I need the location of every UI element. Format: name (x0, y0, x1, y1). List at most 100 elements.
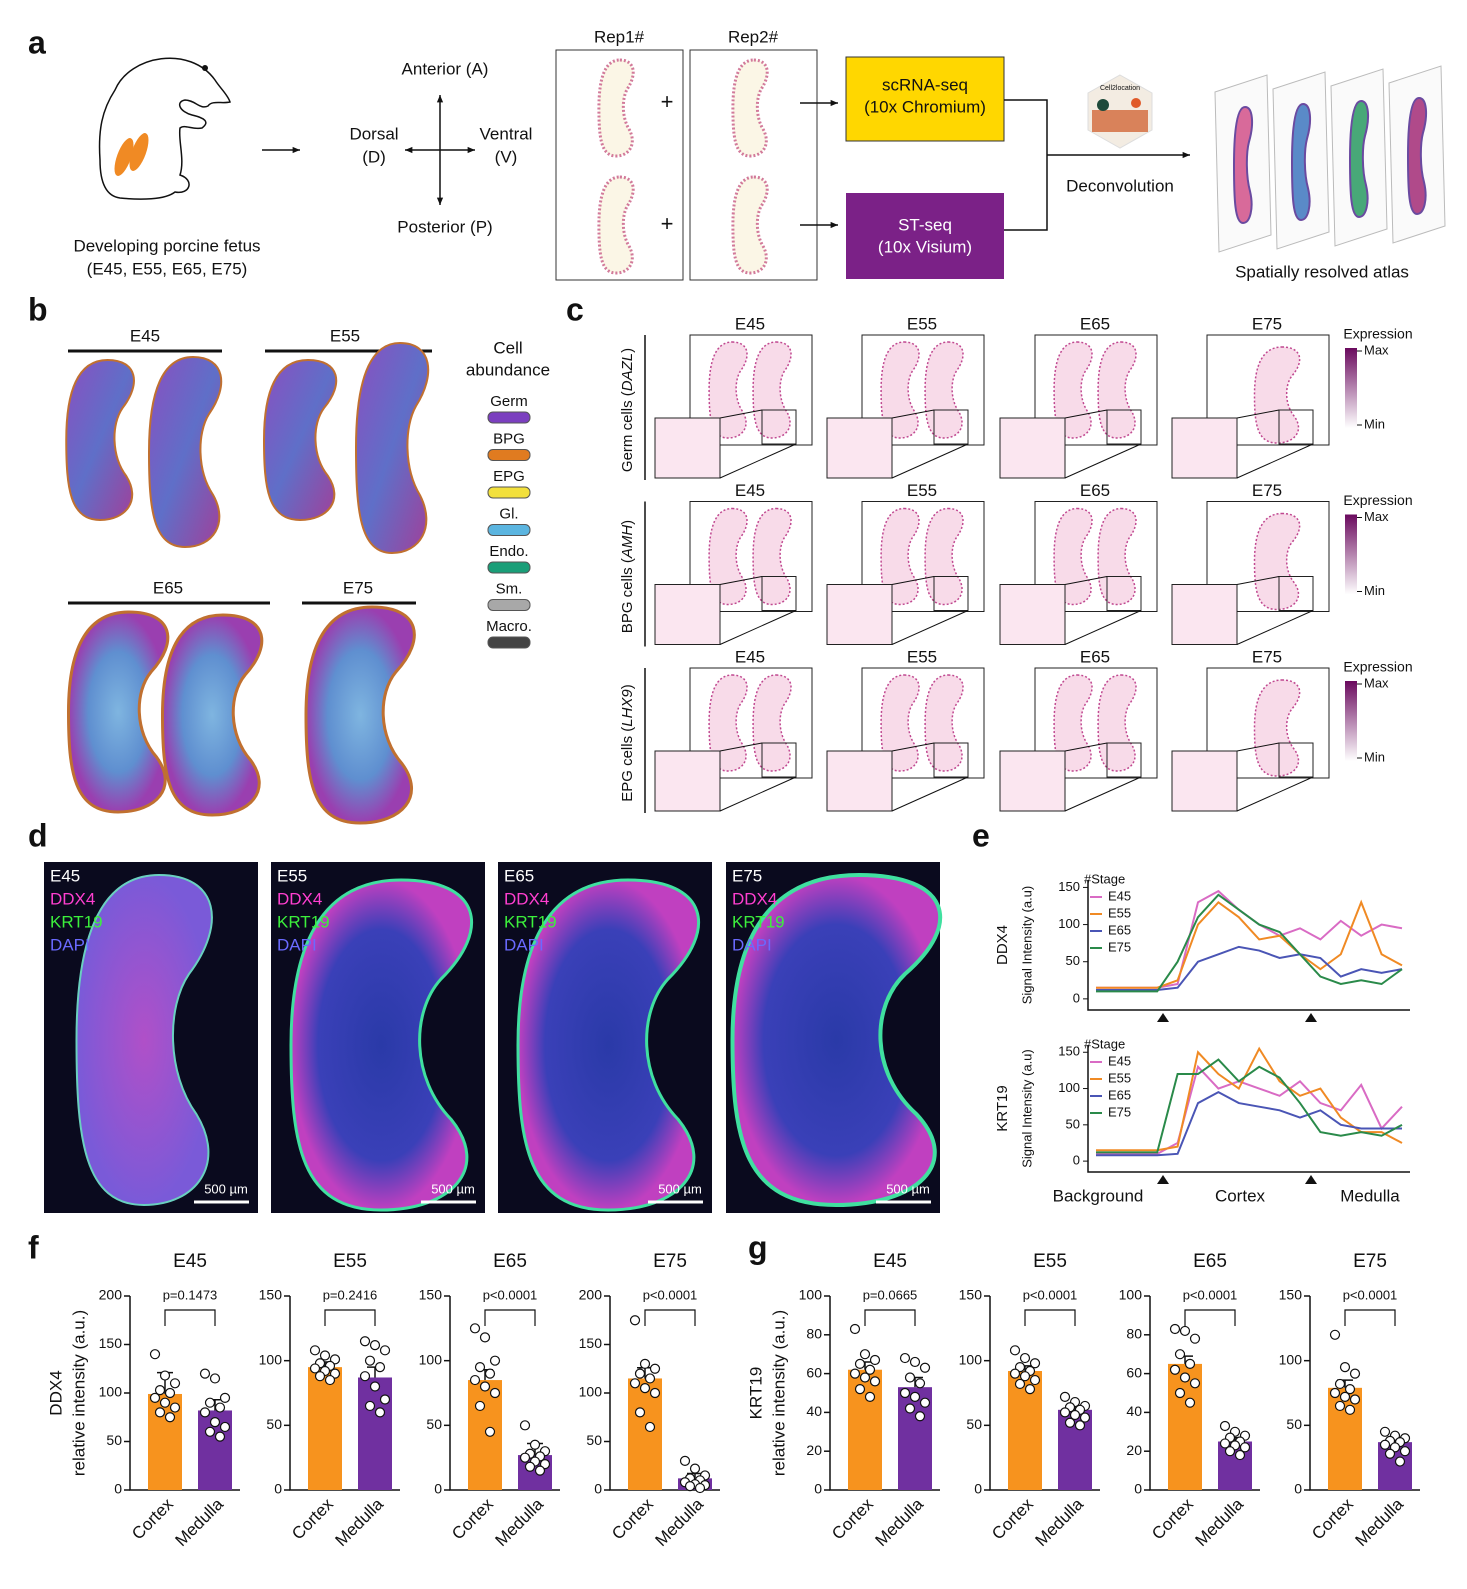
data-point (219, 1421, 231, 1433)
color-scale (1345, 348, 1357, 428)
data-point (1019, 1371, 1031, 1382)
chart-title: E55 (1033, 1251, 1067, 1272)
row-label-text: ) (619, 348, 636, 353)
data-point (694, 1482, 706, 1494)
zoom-line (891, 409, 935, 419)
tissue (1054, 675, 1092, 771)
fetal-gonad (114, 138, 134, 176)
data-point (519, 1420, 531, 1431)
data-point (859, 1349, 871, 1360)
data-point (1069, 1409, 1081, 1421)
stage-label: E45 (130, 326, 160, 345)
y-tick-label: 150 (959, 1287, 983, 1303)
zoom-inset (999, 417, 1066, 479)
caption: Spatially resolved atlas (1235, 262, 1409, 281)
data-point (634, 1407, 646, 1418)
y-tick-label: 100 (1058, 916, 1080, 931)
legend-label: E55 (1108, 905, 1131, 920)
axis-label: Posterior (P) (397, 217, 492, 236)
axis-label: (V) (495, 147, 518, 166)
data-point (309, 1345, 321, 1356)
data-point (319, 1350, 331, 1361)
row-label-text: Germ cells ( (619, 391, 636, 472)
scale-bar-label: 500 µm (431, 1181, 475, 1196)
tissue (753, 675, 791, 771)
significance-bracket (164, 1309, 216, 1326)
significance-bracket (644, 1309, 696, 1326)
data-point (869, 1376, 881, 1387)
tissue-section (599, 60, 633, 156)
significance-bracket (484, 1309, 536, 1326)
significance-bracket (1184, 1309, 1236, 1326)
data-point (629, 1378, 641, 1389)
data-point (649, 1363, 661, 1374)
data-point (1009, 1345, 1021, 1356)
legend-label: E45 (1108, 888, 1131, 903)
tissue (1054, 342, 1092, 438)
zoom-line (719, 776, 797, 812)
marker-label: DAPI (732, 935, 772, 954)
y-tick-label: 50 (266, 1416, 282, 1432)
row-label: Germ cells (DAZL) (619, 348, 636, 472)
data-point (1029, 1374, 1041, 1386)
series-line (1096, 1046, 1403, 1152)
legend-title: abundance (466, 360, 550, 379)
marker-label: KRT19 (504, 912, 557, 931)
y-tick-label: 0 (274, 1481, 282, 1497)
x-tick-label: Medulla (171, 1494, 227, 1550)
stage-label: E75 (343, 578, 373, 597)
axis-label: Ventral (480, 124, 533, 143)
y-tick-label: 0 (1294, 1481, 1302, 1497)
data-point (919, 1362, 931, 1373)
x-tick-label: Cortex (448, 1494, 497, 1543)
data-point (1339, 1391, 1351, 1402)
data-point (1224, 1446, 1236, 1457)
data-point (154, 1407, 166, 1418)
region-marker (1157, 1013, 1169, 1022)
tool-icon-grid (1092, 110, 1148, 132)
zoom-region (1278, 409, 1314, 445)
atlas-tissue (1234, 107, 1252, 223)
data-point (1189, 1333, 1201, 1344)
p-value: p<0.0001 (1023, 1287, 1078, 1302)
data-point (219, 1392, 231, 1403)
data-point (1399, 1446, 1411, 1457)
color-scale (1345, 681, 1357, 761)
data-point (1079, 1412, 1091, 1423)
tissue (1255, 347, 1300, 443)
data-point (1059, 1407, 1071, 1418)
scale-bar-label: 500 µm (658, 1181, 702, 1196)
data-point (1019, 1352, 1031, 1364)
significance-bracket (864, 1309, 916, 1326)
data-point (1344, 1404, 1356, 1415)
data-point (1064, 1417, 1076, 1428)
zoom-inset (1171, 584, 1238, 645)
plus-sign: + (661, 211, 674, 236)
panel-label: d (28, 817, 48, 853)
stage-label: E65 (1080, 481, 1110, 500)
x-tick-label: Cortex (128, 1494, 177, 1543)
series-line (1096, 1091, 1402, 1157)
data-point (524, 1461, 536, 1472)
tissue (77, 875, 212, 1205)
method-label: scRNA-seq (882, 75, 968, 94)
legend-swatch (487, 486, 531, 499)
tissue (709, 342, 747, 438)
legend-title: Expression (1343, 326, 1412, 342)
tissue (518, 880, 699, 1210)
tissue (163, 615, 262, 815)
data-point (374, 1407, 386, 1418)
zoom-line (891, 776, 969, 812)
legend-label: E75 (1108, 1104, 1131, 1119)
legend-swatch (487, 561, 531, 574)
data-point (1184, 1397, 1196, 1408)
y-tick-label: 50 (1066, 1116, 1080, 1131)
series-line (1096, 889, 1403, 989)
data-point (374, 1362, 386, 1373)
x-tick-label: Medulla (871, 1494, 927, 1550)
zoom-inset (1171, 750, 1238, 812)
x-tick-label: Medulla (651, 1494, 707, 1550)
row-label: BPG cells (AMH) (619, 520, 636, 633)
panel-label: b (28, 291, 48, 327)
zoom-line (1236, 443, 1314, 479)
